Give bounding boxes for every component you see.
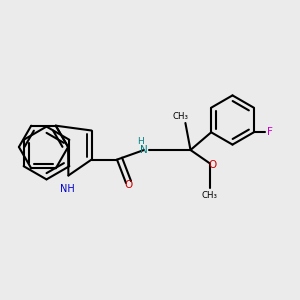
Text: CH₃: CH₃ [173, 112, 189, 121]
Text: F: F [267, 127, 273, 137]
Text: O: O [124, 179, 133, 190]
Text: NH: NH [59, 184, 74, 194]
Text: CH₃: CH₃ [202, 190, 218, 200]
Text: O: O [208, 160, 217, 170]
Text: H: H [138, 137, 144, 146]
Text: N: N [140, 145, 148, 155]
